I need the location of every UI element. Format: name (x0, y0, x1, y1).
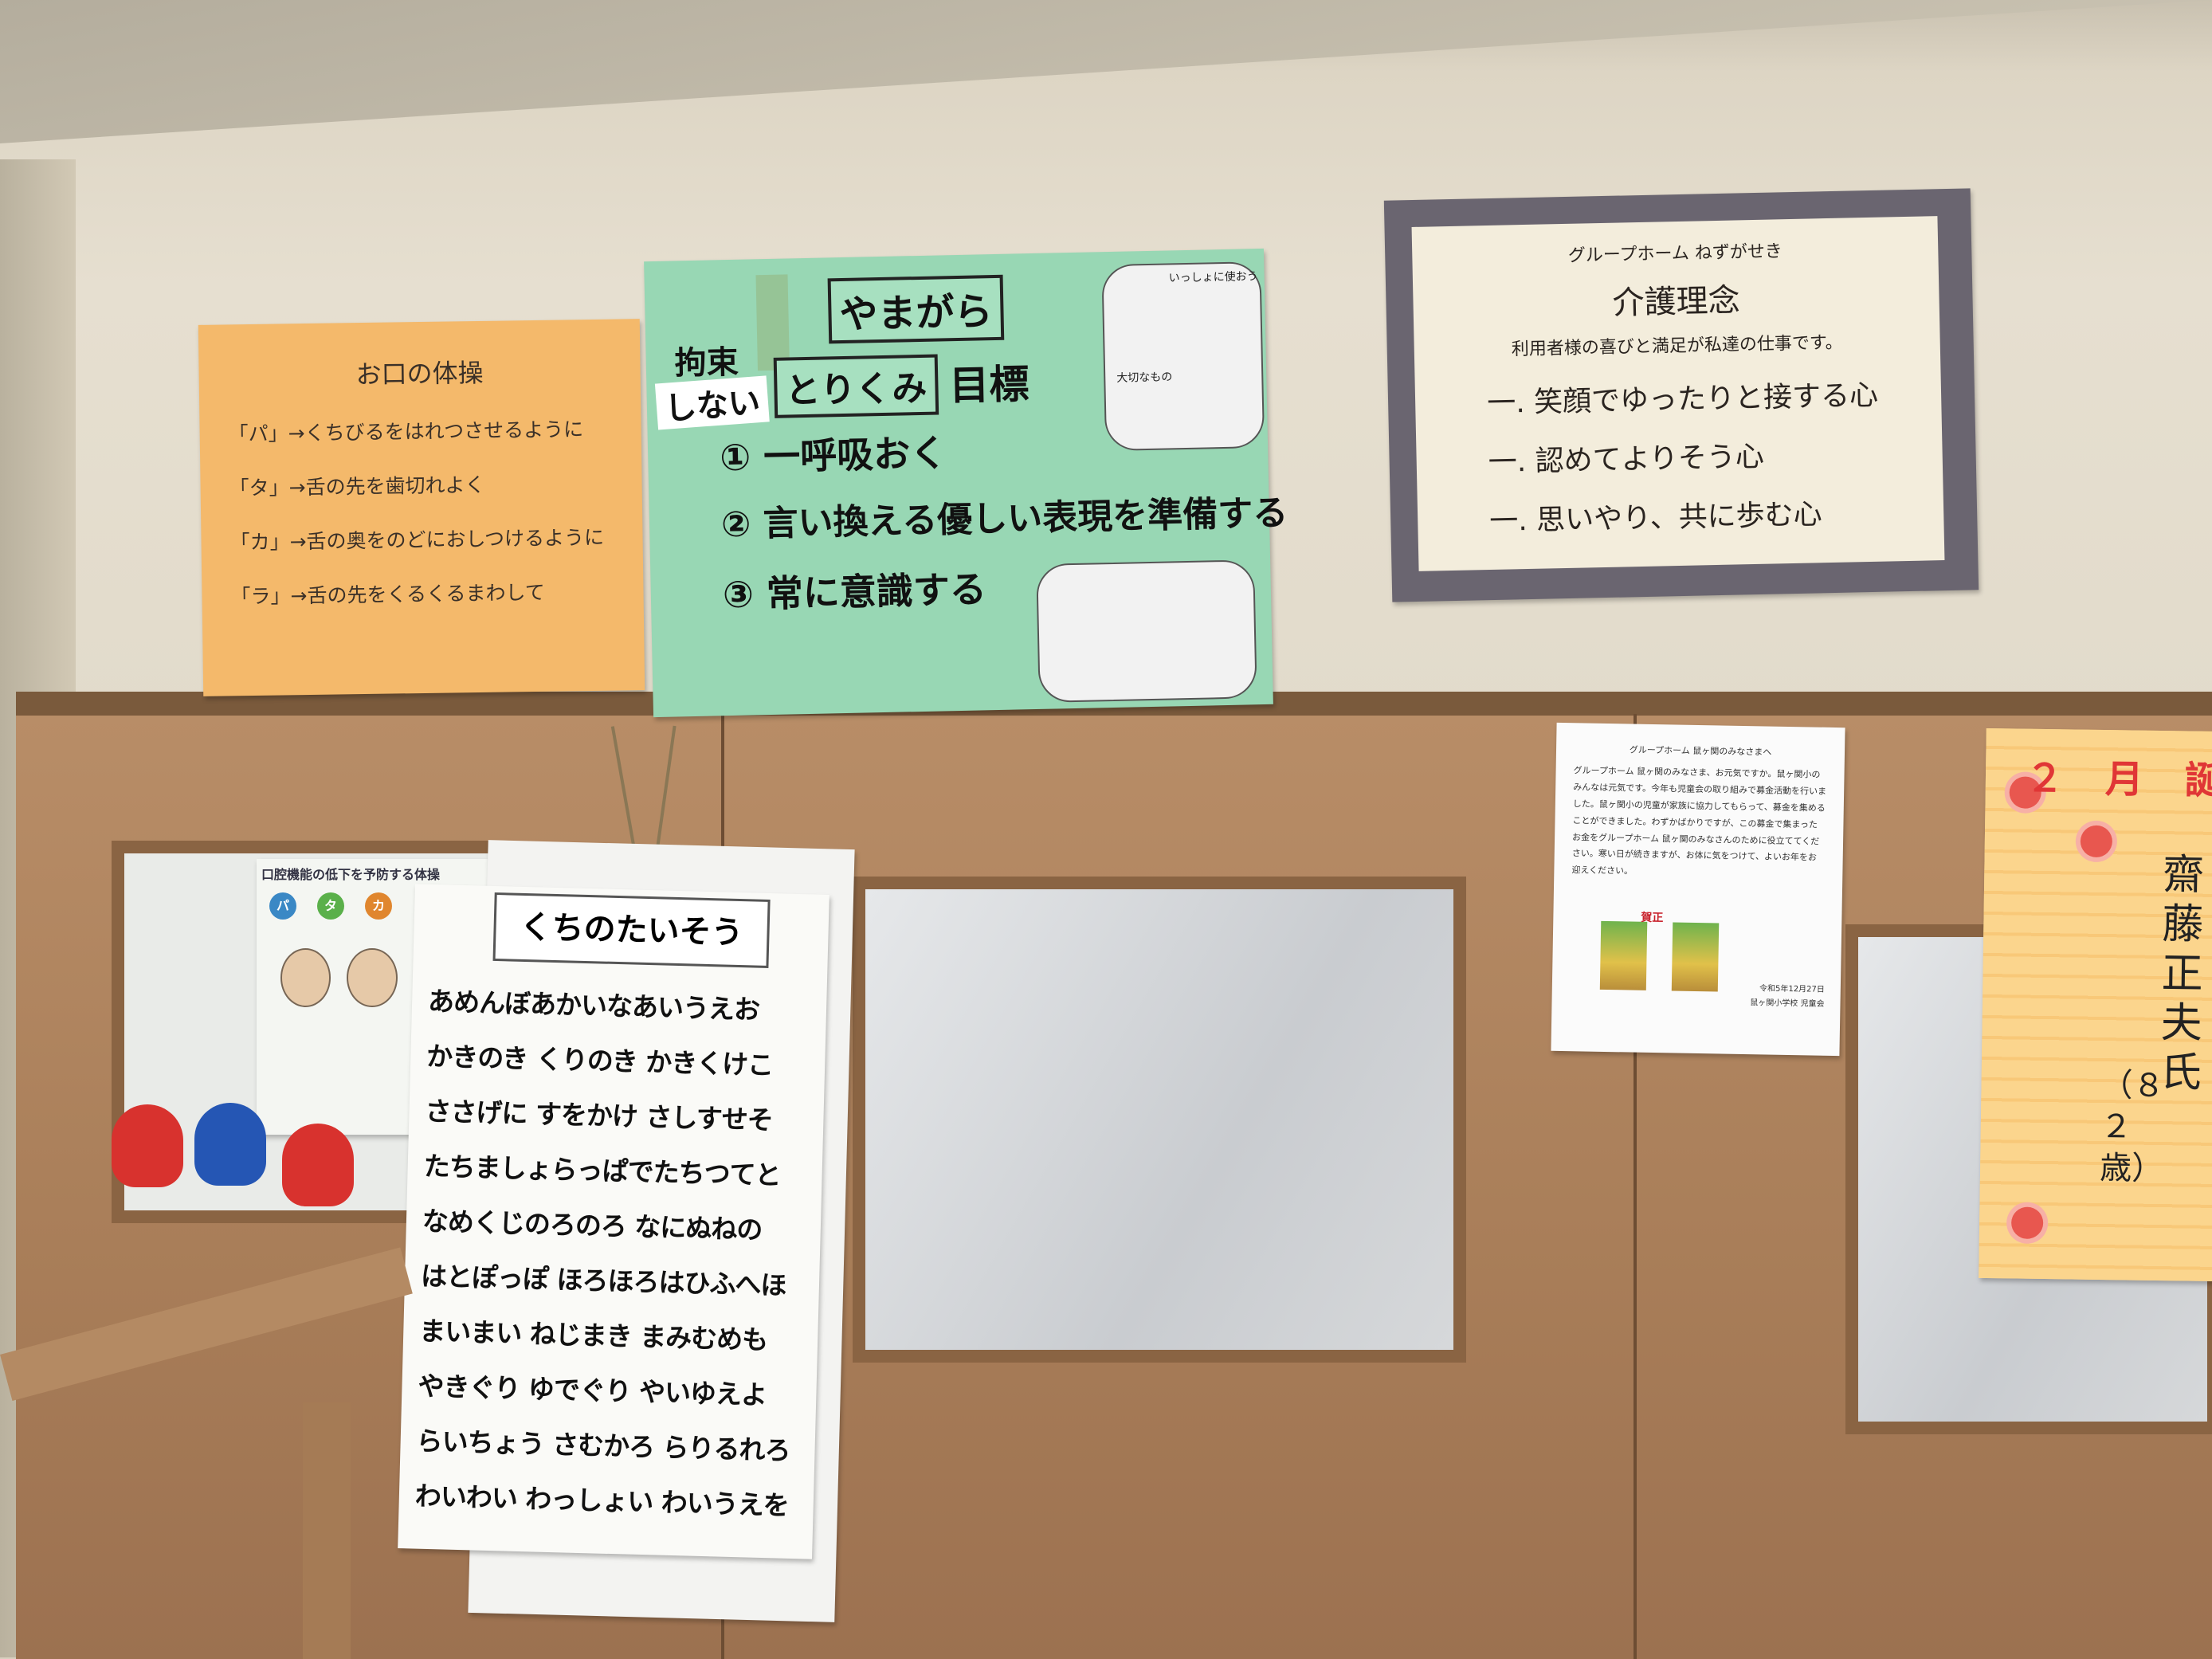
chant-lines: あめんぼあかいなあいうえお かきのき くりのき かきくけこ ささげに すをかけ … (414, 980, 819, 1540)
tape (755, 274, 790, 371)
group-name-box: やまがら (827, 274, 1005, 344)
kadomatsu-picture (1671, 922, 1720, 992)
chant-line: わいわい わっしょい わいうえを (414, 1480, 790, 1521)
philosophy-item: 一. 思いやり、共に歩む心 (1488, 498, 1823, 538)
children-council-letter: グループホーム 鼠ヶ関のみなさまへ グループホーム 鼠ヶ関のみなさま、お元気です… (1551, 722, 1845, 1057)
syllable-pa: パ (269, 892, 296, 920)
chant-line: はとぽっぽ ほろほろはひふへほ (420, 1260, 786, 1301)
restraint-goals-poster: やまがら 拘束 しない とりくみ 目標 ① 一呼吸おく ② 言い換える優しい表現… (644, 248, 1288, 718)
letter-heading: グループホーム 鼠ヶ関のみなさまへ (1629, 744, 1772, 758)
exercise-line: 「パ」→くちびるをはれつさせるように (228, 418, 584, 446)
goal-item: ③ 常に意識する (722, 567, 987, 617)
face-illustration (280, 948, 331, 1007)
philosophy-subtitle: 利用者様の喜びと満足が私達の仕事です。 (1511, 332, 1843, 360)
panel-seam (1634, 714, 1637, 1659)
restraint-label: 拘束 (674, 343, 739, 382)
mouth-exercise-chart: くちのたいそう あめんぼあかいなあいうえお かきのき くりのき かきくけこ ささ… (398, 884, 830, 1559)
oral-poster-syllables: パ タ カ (257, 888, 488, 924)
syllable-ta: タ (317, 892, 344, 920)
goal-item: ② 言い換える優しい表現を準備する (720, 492, 1288, 546)
goal-label: 目標 (948, 361, 1030, 410)
birthday-month-suffix: 月 (2104, 757, 2144, 802)
birthday-month: ２ (2025, 755, 2065, 802)
letter-date: 令和5年12月27日 (1759, 984, 1825, 994)
birthday-name: 齋藤正夫氏 (2159, 851, 2205, 1097)
oral-poster-title: 口腔機能の低下を予防する体操 (261, 867, 441, 882)
org-name: グループホーム ねずがせき (1567, 241, 1783, 266)
crowd-illustration (1036, 559, 1257, 703)
chant-line: まいまい ねじまき まみむめも (418, 1315, 768, 1356)
chant-line: たちましょらっぱでたちつてと (423, 1150, 782, 1191)
exercise-line: 「カ」→舌の奥をのどにおしつけるように (229, 525, 605, 555)
birthday-header-cut: 誕 (2184, 758, 2212, 804)
red-daruma-origami (112, 1104, 183, 1187)
exercise-line: 「ラ」→舌の先をくるくるまわして (230, 580, 545, 609)
philosophy-title: 介護理念 (1612, 282, 1741, 322)
letter-body: グループホーム 鼠ヶ関のみなさま、お元気ですか。鼠ヶ関小のみんなは元気です。今年… (1571, 765, 1827, 877)
plum-flower-decoration (2010, 1206, 2044, 1239)
birthday-age: （８２歳） (2099, 1066, 2165, 1188)
goal-item: ① 一呼吸おく (719, 431, 947, 480)
kadomatsu-picture (1599, 920, 1648, 990)
banister-post (303, 1402, 351, 1659)
red-daruma-origami (282, 1124, 354, 1206)
philosophy-item: 一. 認めてよりそう心 (1488, 440, 1765, 480)
people-illustration: いっしょに使おう 大切なもの (1101, 261, 1265, 452)
frosted-window-center (853, 877, 1466, 1363)
torikumi-label: とりくみ (773, 354, 939, 418)
chart-title: くちのたいそう (492, 892, 771, 968)
poster-title: お口の体操 (355, 357, 484, 390)
philosophy-item: 一. 笑顔でゆったりと接する心 (1486, 378, 1879, 421)
gasho-stamp: 賀正 (1641, 911, 1664, 925)
chant-line: ささげに すをかけ さしすせそ (425, 1095, 774, 1136)
bubble-label: 大切なもの (1116, 371, 1173, 385)
birthday-poster: ２ 月 誕 齋藤正夫氏 （８２歳） (1979, 728, 2212, 1282)
plum-flower-decoration (2080, 825, 2113, 858)
exercise-line: 「タ」→舌の先を歯切れよく (229, 473, 485, 500)
care-philosophy-sign: グループホーム ねずがせき 介護理念 利用者様の喜びと満足が私達の仕事です。 一… (1411, 216, 1945, 571)
chant-line: やきぐり ゆでぐり やいゆえよ (418, 1370, 767, 1411)
blue-daruma-origami (194, 1103, 266, 1186)
letter-signature: 鼠ヶ関小学校 児童会 (1750, 998, 1825, 1009)
chant-line: あめんぼあかいなあいうえお (427, 985, 760, 1026)
chant-line: かきのき くりのき かきくけこ (426, 1040, 774, 1081)
chant-line: らいちょう さむかろ らりるれろ (416, 1425, 791, 1466)
syllable-ka: カ (365, 892, 392, 920)
bubble-label: いっしょに使おう (1168, 270, 1258, 285)
shinai-label: しない (654, 375, 770, 430)
chant-line: なめくじのろのろ なにぬねの (422, 1205, 763, 1245)
face-illustration (347, 948, 398, 1007)
mouth-exercise-poster: お口の体操 「パ」→くちびるをはれつさせるように 「タ」→舌の先を歯切れよく 「… (198, 319, 645, 696)
